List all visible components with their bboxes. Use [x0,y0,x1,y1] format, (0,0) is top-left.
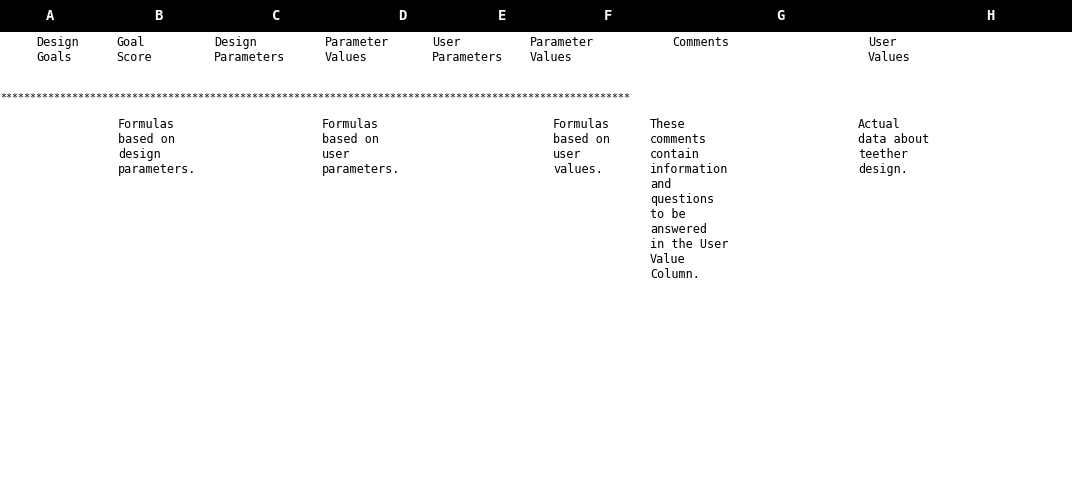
Text: Actual
data about
teether
design.: Actual data about teether design. [858,118,929,176]
Text: ********************************************************************************: ****************************************… [0,93,630,103]
Text: Parameter
Values: Parameter Values [325,36,389,64]
Text: H: H [986,9,994,23]
Text: Goal
Score: Goal Score [116,36,151,64]
Bar [0,0,1072,32]
Text: E: E [497,9,506,23]
Text: Comments: Comments [672,36,729,49]
Text: A: A [46,9,55,23]
Text: Design
Parameters: Design Parameters [214,36,285,64]
Text: F: F [604,9,612,23]
Text: D: D [398,9,406,23]
Text: C: C [272,9,280,23]
Text: These
comments
contain
information
and
questions
to be
answered
in the User
Valu: These comments contain information and q… [650,118,728,281]
Text: Formulas
based on
design
parameters.: Formulas based on design parameters. [118,118,196,176]
Text: User
Values: User Values [868,36,911,64]
Text: G: G [776,9,785,23]
Text: User
Parameters: User Parameters [432,36,503,64]
Text: Formulas
based on
user
parameters.: Formulas based on user parameters. [322,118,400,176]
Text: B: B [153,9,162,23]
Text: Design
Goals: Design Goals [36,36,78,64]
Text: Formulas
based on
user
values.: Formulas based on user values. [553,118,610,176]
Text: Parameter
Values: Parameter Values [530,36,594,64]
